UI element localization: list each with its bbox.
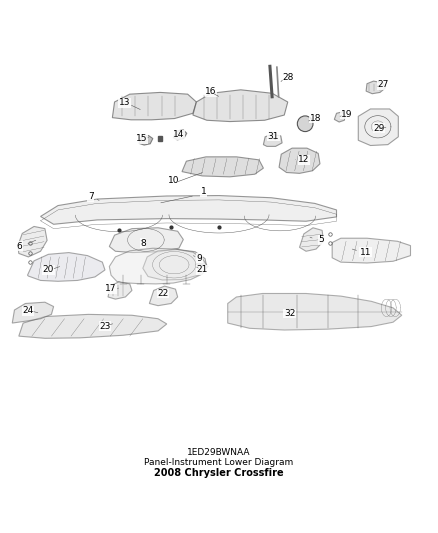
Text: 9: 9 — [197, 254, 202, 263]
Text: 12: 12 — [298, 156, 310, 164]
Text: 15: 15 — [136, 134, 148, 143]
Polygon shape — [110, 228, 184, 253]
Polygon shape — [332, 238, 410, 263]
Polygon shape — [110, 248, 208, 284]
Text: 16: 16 — [205, 87, 216, 96]
Text: 2008 Chrysler Crossfire: 2008 Chrysler Crossfire — [154, 467, 284, 478]
Polygon shape — [12, 302, 53, 323]
Text: 13: 13 — [119, 99, 131, 107]
Text: 1: 1 — [201, 187, 207, 196]
Polygon shape — [28, 253, 105, 281]
Text: 8: 8 — [140, 239, 146, 248]
Text: 27: 27 — [378, 80, 389, 89]
Text: 23: 23 — [99, 321, 111, 330]
Polygon shape — [228, 294, 402, 330]
Polygon shape — [139, 135, 153, 145]
Polygon shape — [18, 227, 47, 257]
Polygon shape — [41, 196, 336, 224]
Polygon shape — [158, 136, 162, 141]
Polygon shape — [193, 90, 288, 122]
Text: 22: 22 — [157, 289, 169, 298]
Text: 14: 14 — [173, 130, 184, 139]
Text: 11: 11 — [360, 248, 371, 256]
Text: 20: 20 — [43, 265, 54, 274]
Polygon shape — [113, 92, 196, 120]
Text: 1ED29BWNAA: 1ED29BWNAA — [187, 448, 251, 457]
Polygon shape — [263, 134, 282, 147]
Text: 7: 7 — [88, 192, 93, 201]
Text: 17: 17 — [105, 284, 117, 293]
Polygon shape — [358, 109, 398, 146]
Polygon shape — [182, 157, 263, 177]
Polygon shape — [108, 282, 132, 299]
Polygon shape — [149, 286, 178, 305]
Circle shape — [297, 116, 313, 132]
Text: 28: 28 — [282, 72, 293, 82]
Text: 18: 18 — [310, 114, 321, 123]
Polygon shape — [334, 112, 345, 122]
Text: 32: 32 — [284, 309, 295, 318]
Polygon shape — [19, 314, 167, 338]
Text: 10: 10 — [168, 176, 179, 185]
Text: 31: 31 — [268, 132, 279, 141]
Text: 24: 24 — [23, 306, 34, 316]
Polygon shape — [143, 249, 207, 280]
Polygon shape — [366, 81, 385, 94]
Polygon shape — [300, 228, 323, 251]
Text: Panel-Instrument Lower Diagram: Panel-Instrument Lower Diagram — [145, 458, 293, 467]
Text: 19: 19 — [341, 110, 352, 119]
Text: 29: 29 — [374, 124, 385, 133]
Text: 21: 21 — [196, 265, 208, 274]
Text: 5: 5 — [318, 236, 324, 245]
Polygon shape — [279, 148, 320, 173]
Text: 6: 6 — [17, 241, 22, 251]
Polygon shape — [173, 130, 187, 140]
